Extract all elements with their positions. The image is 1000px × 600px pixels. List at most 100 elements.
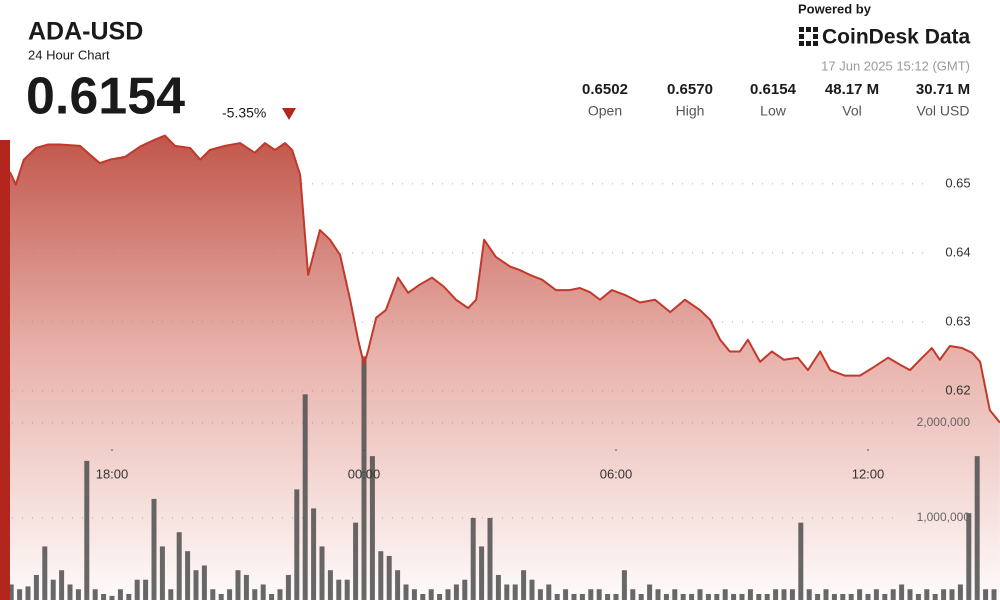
volume-bar	[361, 356, 367, 600]
volume-bar	[915, 593, 921, 600]
volume-bar	[873, 589, 879, 600]
volume-bar	[75, 589, 81, 600]
volume-bar	[554, 593, 560, 600]
volume-bar	[386, 555, 392, 600]
volume-bar	[159, 546, 165, 600]
volume-bar	[176, 532, 182, 600]
volume-bar	[806, 589, 812, 600]
brand-name: CoinDesk Data	[822, 26, 971, 49]
volume-bar	[949, 589, 955, 600]
volume-bar	[621, 570, 627, 600]
volume-bar	[462, 579, 468, 600]
volume-bar	[445, 589, 451, 600]
volume-bar	[319, 546, 325, 600]
volume-bar	[59, 570, 65, 600]
volume-bar	[731, 593, 737, 600]
volume-bar	[697, 589, 703, 600]
volume-bar	[134, 579, 140, 600]
volume-bar	[17, 589, 23, 600]
price-line	[9, 134, 1000, 424]
y2-tick-label: 2,000,000	[917, 415, 971, 429]
volume-bar	[504, 584, 510, 600]
volume-bar	[890, 589, 896, 600]
volume-bar	[495, 574, 501, 600]
stat-value: 0.6154	[750, 81, 797, 98]
accent-bar	[0, 140, 10, 600]
volume-bar	[781, 589, 787, 600]
volume-bar	[327, 570, 333, 600]
volume-bar	[756, 593, 762, 600]
volume-bar	[991, 589, 997, 600]
volume-bar	[260, 584, 266, 600]
price-change: -5.35%	[222, 105, 266, 121]
volume-bar	[117, 589, 123, 600]
volume-bar	[252, 589, 258, 600]
volume-bar	[420, 593, 426, 600]
line-layer	[9, 134, 1000, 424]
volume-bar	[25, 586, 31, 600]
x-tick-label: 06:00	[600, 466, 633, 481]
volume-bar	[647, 584, 653, 600]
volume-bar	[227, 589, 233, 600]
volume-bar	[714, 593, 720, 600]
stat-value: 0.6502	[582, 81, 628, 98]
volume-bar	[487, 517, 493, 600]
volume-bar	[369, 456, 375, 600]
y-tick-label: 0.64	[945, 244, 970, 259]
stat-value: 0.6570	[667, 81, 713, 98]
volume-bar	[957, 584, 963, 600]
volume-bar	[277, 589, 283, 600]
stat-value: 48.17 M	[825, 81, 879, 98]
stat-label: Vol	[842, 103, 861, 119]
y-tick-label: 0.63	[945, 313, 970, 328]
volume-bar	[218, 593, 224, 600]
volume-bar	[529, 579, 535, 600]
volume-bar	[823, 589, 829, 600]
volume-bar	[789, 589, 795, 600]
volume-bar	[907, 589, 913, 600]
volume-bar	[50, 579, 56, 600]
volume-bar	[210, 589, 216, 600]
volume-bar	[294, 489, 300, 600]
stat-label: Open	[588, 103, 622, 119]
volume-bar	[638, 593, 644, 600]
volume-bar	[865, 593, 871, 600]
powered-by: Powered by	[798, 1, 872, 16]
volume-bar	[680, 593, 686, 600]
volume-bar	[974, 456, 980, 600]
volume-bar	[579, 593, 585, 600]
volume-bar	[353, 522, 359, 600]
volume-bar	[613, 593, 619, 600]
volume-bar	[672, 589, 678, 600]
volume-bar	[168, 589, 174, 600]
volume-bar	[663, 593, 669, 600]
volume-bar	[411, 589, 417, 600]
volume-bar	[588, 589, 594, 600]
volume-bar	[563, 589, 569, 600]
volume-bar	[470, 517, 476, 600]
volume-bar	[747, 589, 753, 600]
volume-bar	[428, 589, 434, 600]
stat-label: Vol USD	[917, 103, 970, 119]
volume-bar	[193, 570, 199, 600]
volume-bar	[537, 589, 543, 600]
volume-bar	[983, 589, 989, 600]
volume-bar	[739, 593, 745, 600]
y-tick-label: 0.65	[945, 175, 970, 190]
plot-area: 0.65 0.64 0.63 0.62 2,000,000 1,000,000 18:00 0…	[8, 134, 1000, 600]
volume-bar	[453, 584, 459, 600]
volume-bar	[840, 593, 846, 600]
volume-bar	[479, 546, 485, 600]
volume-bar	[773, 589, 779, 600]
volume-bar	[655, 589, 661, 600]
volume-bar	[437, 593, 443, 600]
volume-bar	[689, 593, 695, 600]
volume-bar	[848, 593, 854, 600]
volume-bar	[67, 584, 73, 600]
volume-bar	[92, 589, 98, 600]
x-tick-label: 18:00	[96, 466, 129, 481]
volume-bar	[605, 593, 611, 600]
label-layer: 0.65 0.64 0.63 0.62 2,000,000 1,000,000 18:00 0…	[96, 175, 971, 524]
